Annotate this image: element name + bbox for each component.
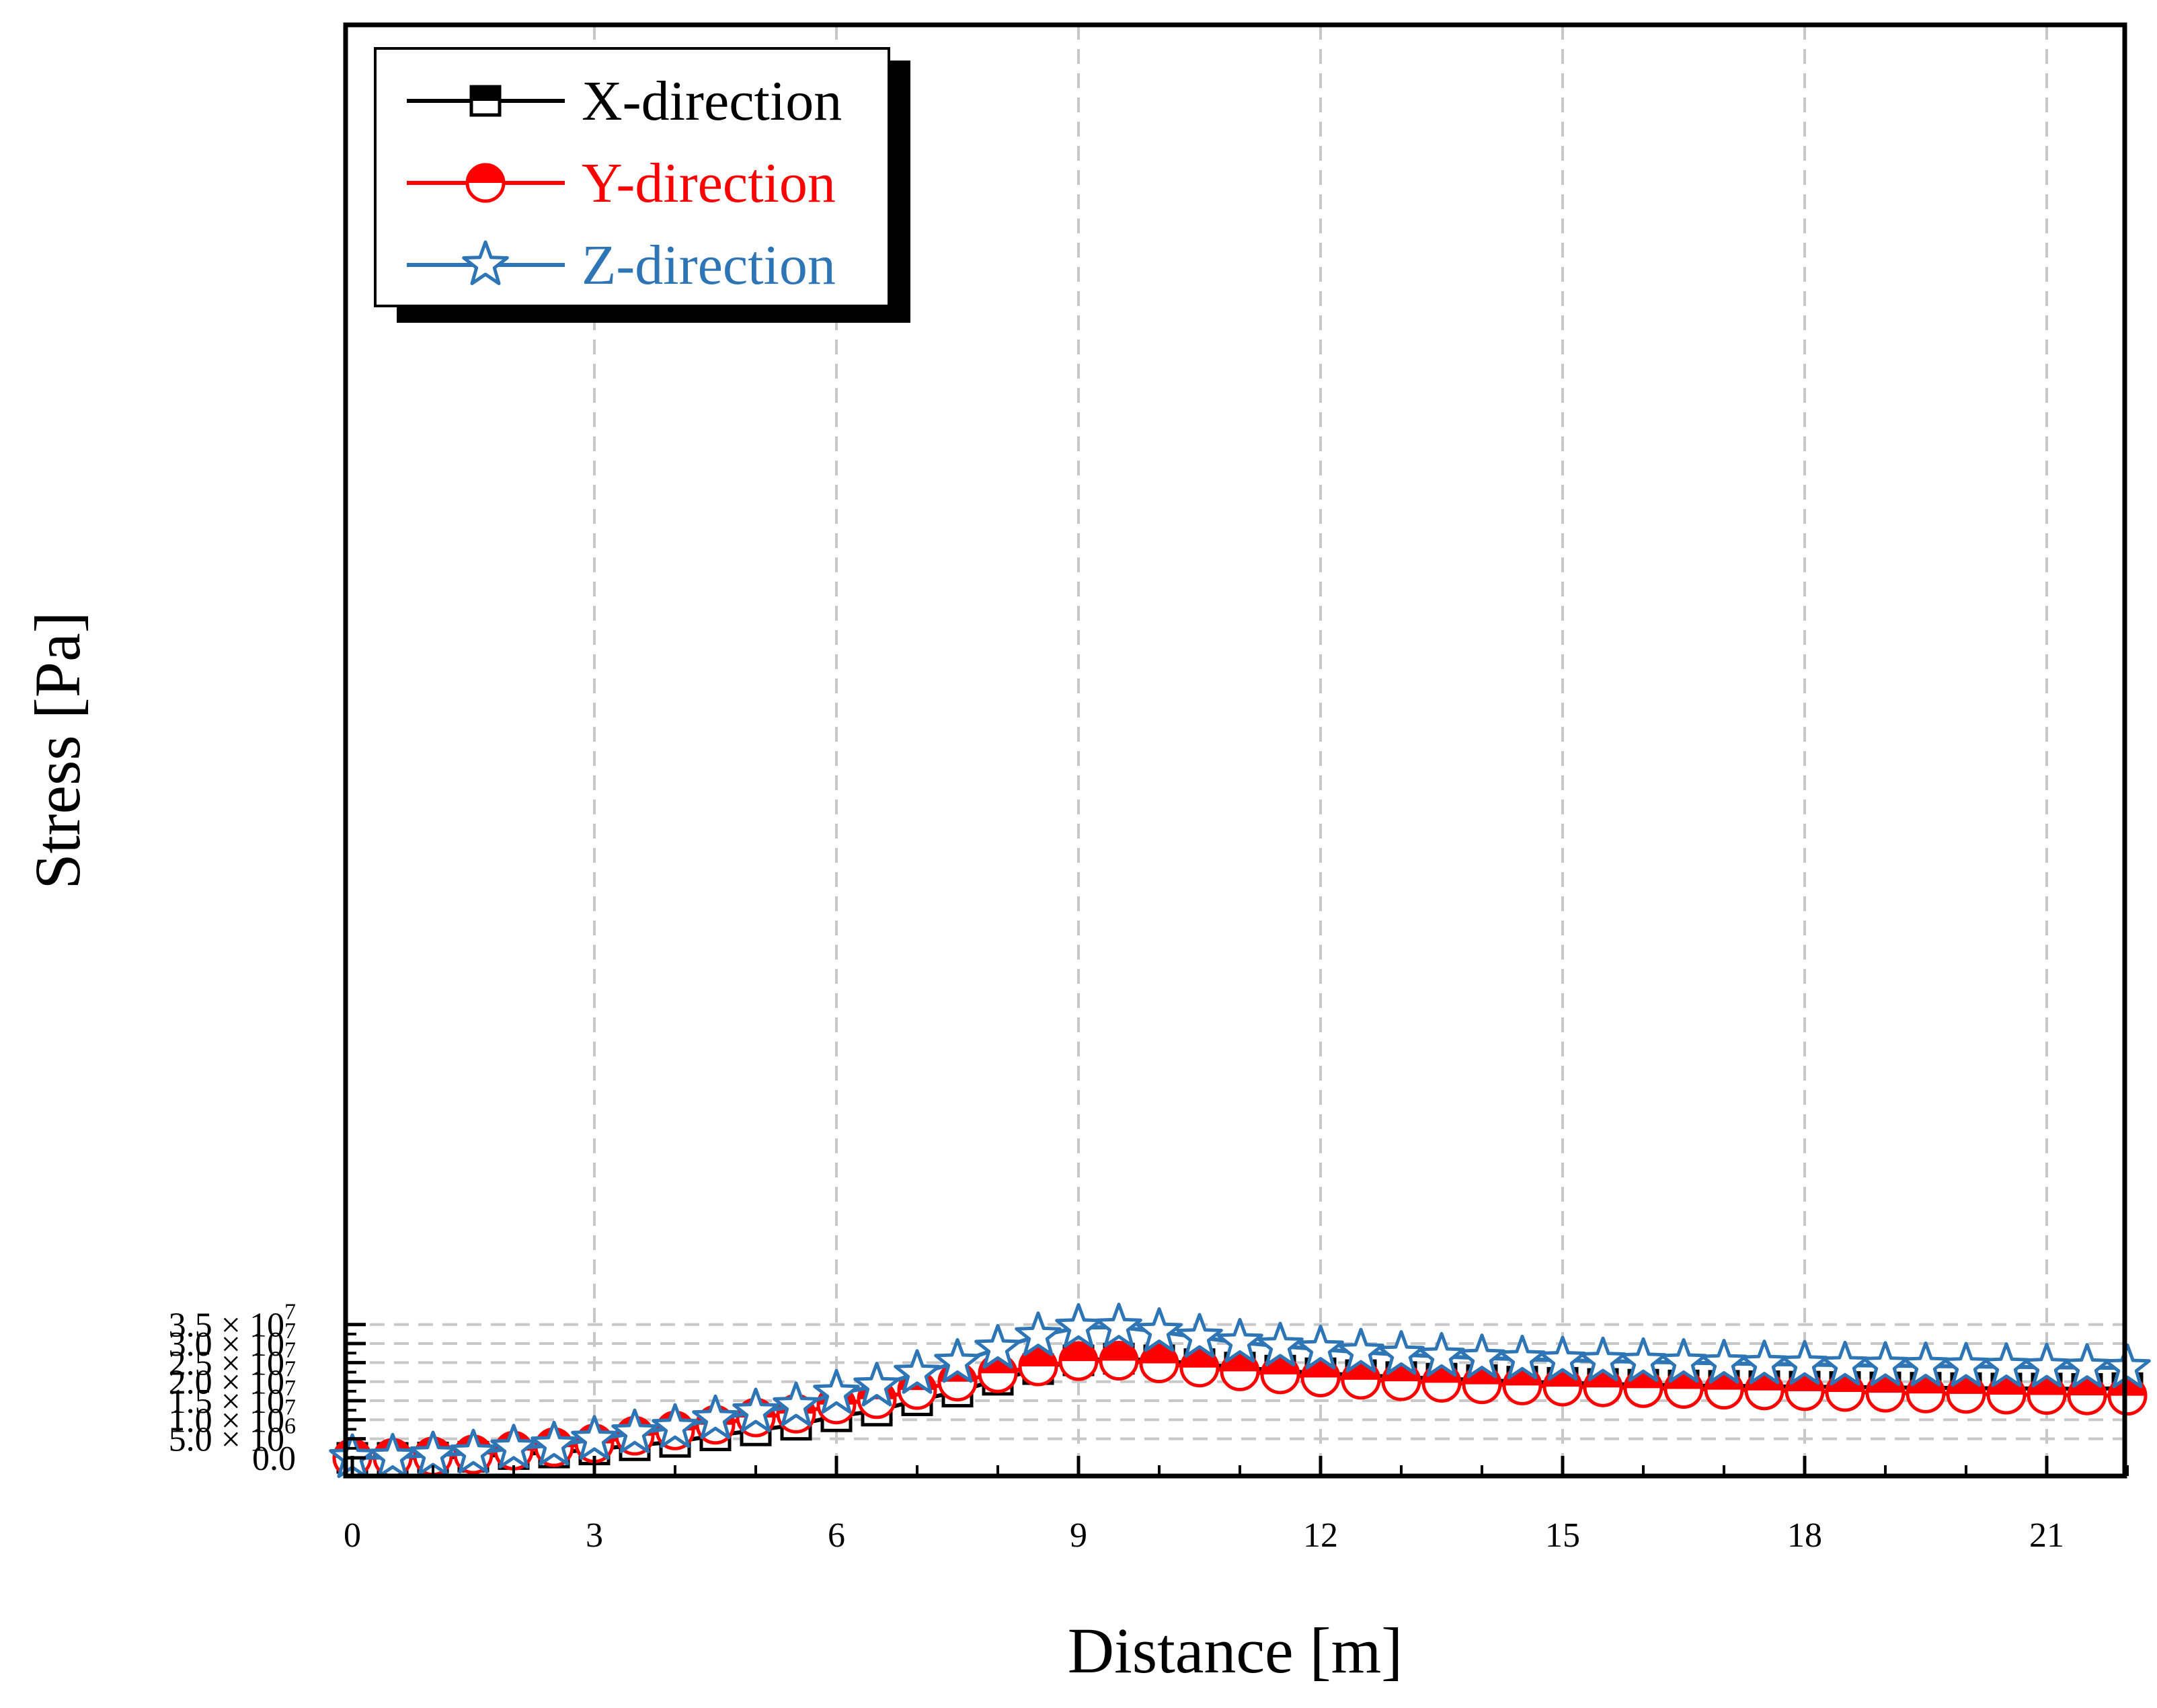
data-point [369, 1432, 416, 1478]
data-point [1257, 1321, 1304, 1366]
data-point [1216, 1317, 1263, 1363]
data-point [611, 1408, 658, 1454]
y-tick-label: 3.5 × 107 [169, 1300, 296, 1345]
data-point [1902, 1342, 1949, 1387]
legend-label: Z-direction [582, 234, 836, 297]
legend-entry-y-direction: Y-direction [407, 152, 836, 215]
y-tick-label: 2.5 × 107 [169, 1337, 296, 1383]
data-point [1058, 1341, 1099, 1381]
data-point [1139, 1344, 1179, 1384]
x-tick-label: 0 [344, 1516, 361, 1555]
x-tick-label: 3 [586, 1516, 603, 1555]
data-point [1015, 1311, 1062, 1356]
data-point [853, 1362, 900, 1407]
y-axis-title: Stress [Pa] [22, 611, 93, 889]
data-point [1136, 1307, 1183, 1352]
data-point [1620, 1337, 1667, 1383]
plot-frame [343, 22, 2127, 1479]
data-point [2064, 1343, 2111, 1388]
y-tick-label: 1.0 × 107 [169, 1395, 296, 1440]
data-point [1862, 1341, 1909, 1386]
x-tick-label: 12 [1303, 1516, 1338, 1555]
data-point [1660, 1337, 1707, 1383]
data-point [1095, 1303, 1142, 1348]
x-axis-title: Distance [m] [1068, 1615, 1403, 1686]
legend-entry-z-direction: Z-direction [407, 234, 836, 297]
legend-label: Y-direction [582, 152, 836, 215]
data-point [974, 1323, 1021, 1369]
data-point [409, 1430, 457, 1475]
x-tick-label: 21 [2029, 1516, 2064, 1555]
data-point [773, 1381, 820, 1426]
data-point [1983, 1342, 2030, 1387]
data-point [1458, 1333, 1505, 1379]
data-point [1418, 1331, 1465, 1377]
data-point [571, 1415, 618, 1460]
data-point [894, 1349, 941, 1394]
data-point [1297, 1325, 1344, 1370]
data-point [2023, 1342, 2070, 1388]
legend-marker [469, 85, 502, 117]
data-point [1781, 1340, 1828, 1385]
data-point [1579, 1336, 1626, 1382]
data-point [813, 1368, 860, 1414]
legend-marker [465, 163, 506, 203]
data-point [1741, 1340, 1788, 1385]
data-point [1539, 1335, 1586, 1381]
data-point [1300, 1357, 1341, 1397]
x-tick-label: 15 [1545, 1516, 1580, 1555]
data-point [692, 1394, 739, 1440]
y-tick-label: 2.0 × 107 [169, 1357, 296, 1402]
data-point [1176, 1313, 1223, 1358]
x-tick-label: 9 [1070, 1516, 1087, 1555]
y-tick-label: 1.5 × 107 [169, 1376, 296, 1421]
legend: X-direction Y-direction Z-direction [374, 47, 910, 323]
x-tick-label: 18 [1787, 1516, 1822, 1555]
data-point [1378, 1330, 1425, 1375]
data-point [1499, 1334, 1546, 1380]
data-point [934, 1337, 981, 1383]
y-tick-label: 0.0 [252, 1440, 296, 1478]
data-point [450, 1428, 497, 1474]
x-tick-label: 6 [828, 1516, 845, 1555]
data-point [1099, 1341, 1139, 1381]
data-point [732, 1387, 779, 1432]
series-z-direction [329, 1303, 2151, 1478]
data-point [1337, 1327, 1384, 1373]
data-point [1821, 1340, 1869, 1386]
series-layer [329, 1303, 2151, 1478]
data-point [1943, 1342, 1990, 1387]
data-point [1055, 1303, 1102, 1348]
data-point [2104, 1343, 2151, 1389]
legend-label: X-direction [582, 70, 842, 132]
data-point [531, 1420, 578, 1466]
y-tick-label: 5.0 × 106 [169, 1414, 296, 1459]
legend-marker [462, 240, 509, 285]
data-point [652, 1403, 699, 1448]
legend-entry-x-direction: X-direction [407, 70, 842, 132]
data-point [490, 1424, 537, 1469]
data-point [1700, 1339, 1748, 1384]
y-tick-label: 3.0 × 107 [169, 1319, 296, 1364]
